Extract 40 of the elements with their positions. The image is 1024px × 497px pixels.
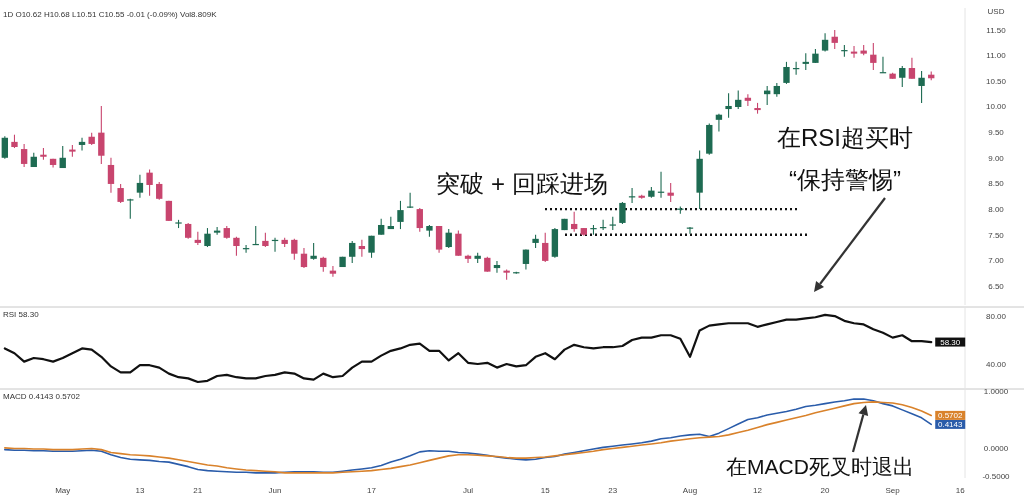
y-tick-label: 0.0000	[983, 443, 1009, 453]
y-tick-label: 1.0000	[983, 387, 1009, 397]
y-tick-label: 7.50	[988, 230, 1005, 240]
y-tick-label: 10.50	[985, 76, 1007, 86]
annotation: 突破 + 回踩进场	[436, 170, 608, 197]
x-tick-label: 15	[540, 486, 551, 495]
x-tick-label: 13	[135, 486, 145, 495]
y-tick-label: 11.50	[986, 25, 1007, 35]
y-tick-label: 8.50	[988, 179, 1005, 189]
y-tick-label: 7.00	[988, 256, 1005, 266]
y-tick-label: 40.00	[985, 360, 1007, 370]
y-tick-label: 9.50	[988, 128, 1005, 138]
chart-title: MACD 0.4143 0.5702	[3, 392, 81, 401]
y-tick-label: 6.50	[988, 282, 1005, 292]
data-label: 0.5702	[937, 411, 964, 421]
line-series	[3, 313, 933, 384]
y-tick-label: -0.5000	[982, 472, 1011, 482]
annotation: 在RSI超买时 “保持警惕”	[776, 124, 914, 193]
x-tick-label: Aug	[682, 486, 698, 495]
x-tick-label: 20	[820, 486, 831, 495]
y-axis-title: USD	[987, 7, 1005, 16]
x-tick-label: 23	[608, 486, 618, 495]
x-tick-label: 12	[753, 486, 763, 495]
chart-title: 1D O10.62 H10.68 L10.51 C10.55 -0.01 (-0.09%) Vol8.809K	[3, 10, 218, 19]
y-tick-label: 80.00	[985, 312, 1007, 322]
y-tick-label: 11.00	[986, 51, 1007, 61]
x-tick-label: Sep	[885, 486, 901, 495]
y-tick-label: 9.00	[988, 153, 1005, 163]
data-label: 0.4143	[937, 420, 964, 430]
x-tick-label: 16	[955, 486, 966, 495]
y-tick-label: 8.00	[988, 205, 1005, 215]
x-tick-label: May	[55, 486, 71, 495]
chart-title: RSI 58.30	[3, 310, 40, 319]
data-label: 58.30	[940, 338, 961, 348]
annotation: 在MACD死叉时退出	[726, 455, 914, 478]
x-tick-label: 17	[367, 486, 377, 495]
y-tick-label: 10.00	[985, 102, 1007, 112]
x-tick-label: 21	[193, 486, 203, 495]
x-tick-label: Jul	[462, 486, 474, 495]
x-tick-label: Jun	[268, 486, 282, 495]
